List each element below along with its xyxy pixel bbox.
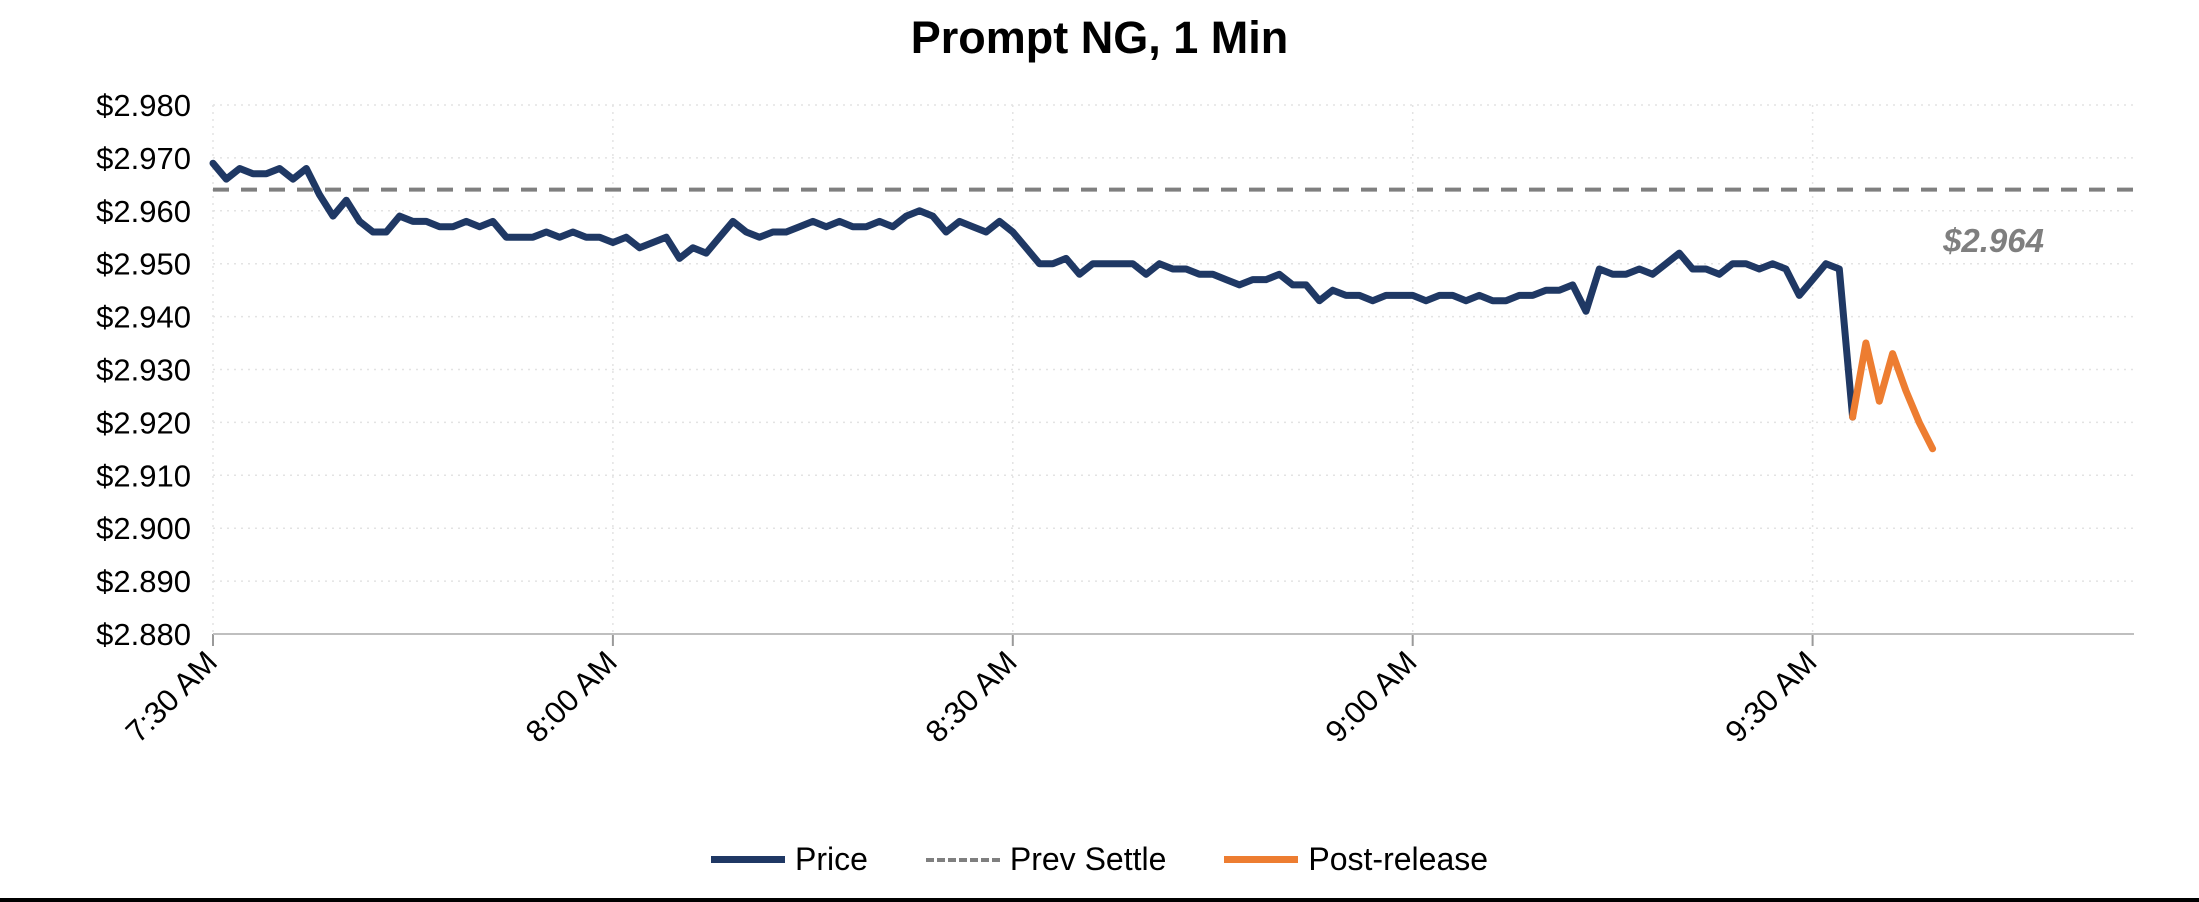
- gridlines: [212, 104, 2134, 634]
- legend-label-post-release: Post-release: [1308, 841, 1489, 877]
- axes: [212, 633, 2134, 646]
- legend-item-prev-settle: Prev Settle: [925, 841, 1167, 878]
- y-tick-label: $2.980: [96, 88, 191, 123]
- legend-item-price: Price: [710, 841, 868, 878]
- x-tick-label: 8:30 AM: [919, 644, 1024, 749]
- post-release-line-swatch: [1224, 856, 1299, 863]
- price-series-line: [209, 159, 1857, 421]
- legend-label-price: Price: [794, 841, 868, 877]
- y-tick-label: $2.960: [96, 194, 191, 229]
- y-tick-label: $2.940: [96, 300, 191, 335]
- y-tick-label: $2.930: [96, 353, 191, 388]
- y-tick-label: $2.880: [96, 617, 191, 652]
- x-tick-label: 7:30 AM: [119, 644, 224, 749]
- prev-settle-annotation: $2.964: [1942, 222, 2044, 259]
- y-tick-label: $2.950: [96, 247, 191, 282]
- chart-title: Prompt NG, 1 Min: [910, 12, 1289, 63]
- x-tick-label: 9:00 AM: [1318, 644, 1423, 749]
- price-line-swatch: [710, 856, 785, 863]
- y-tick-label: $2.970: [96, 141, 191, 176]
- y-tick-label: $2.900: [96, 511, 191, 546]
- y-tick-label: $2.890: [96, 564, 191, 599]
- plot-area: $2.880 $2.890 $2.900 $2.910 $2.920 $2.930 $2.9…: [96, 88, 2134, 749]
- y-tick-label: $2.910: [96, 458, 191, 493]
- legend-label-prev-settle: Prev Settle: [1009, 841, 1167, 877]
- series-lines: [209, 159, 2134, 453]
- legend-item-post-release: Post-release: [1224, 841, 1488, 878]
- y-tick-label: $2.920: [96, 405, 191, 440]
- legend: Price Prev Settle Post-release: [0, 841, 2199, 878]
- axis-labels: $2.880 $2.890 $2.900 $2.910 $2.920 $2.930 $2.9…: [96, 88, 2044, 749]
- x-tick-label: 8:00 AM: [519, 644, 624, 749]
- prev-settle-line-swatch: [925, 857, 1000, 862]
- x-tick-label: 9:30 AM: [1718, 644, 1823, 749]
- post-release-series-line: [1849, 339, 1937, 453]
